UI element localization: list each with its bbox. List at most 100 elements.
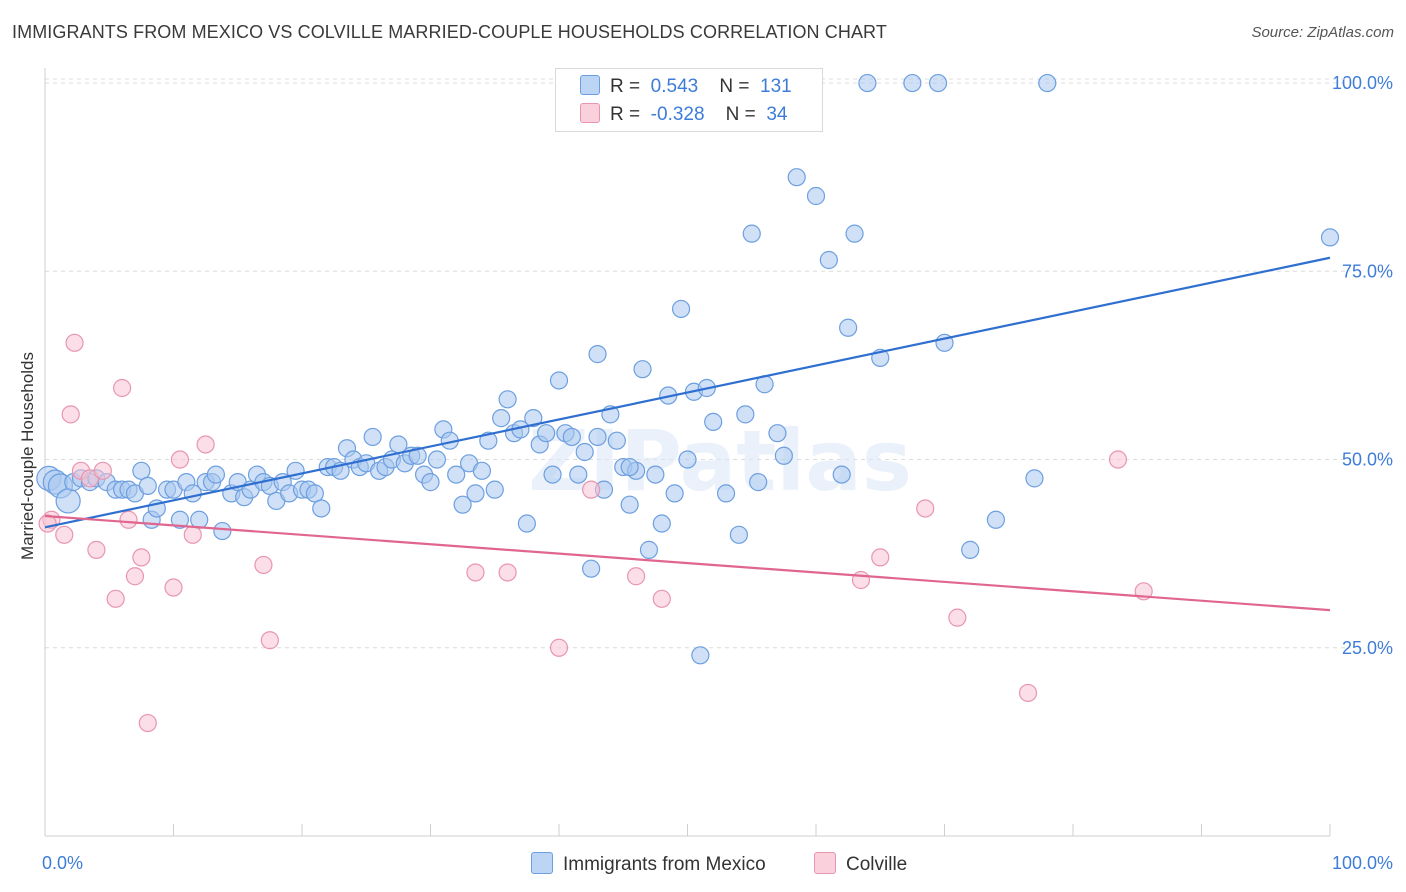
point-mexico (569, 465, 588, 484)
point-colville (466, 563, 485, 582)
point-mexico (562, 427, 581, 447)
legend-r-value: 0.543 (650, 76, 699, 97)
y-tick-label: 25.0% (1342, 638, 1393, 658)
point-colville (61, 405, 80, 424)
point-mexico (447, 465, 466, 484)
point-colville (948, 608, 967, 627)
point-mexico (742, 224, 761, 243)
point-mexico (543, 465, 562, 484)
x-tick-label-left: 0.0% (42, 853, 83, 873)
point-mexico (549, 371, 569, 390)
legend-row-mexico: R = 0.543 N = 131 (580, 75, 792, 98)
point-colville (132, 548, 151, 567)
point-mexico (639, 540, 659, 559)
point-mexico (633, 360, 652, 379)
point-mexico (729, 525, 749, 544)
point-mexico (466, 484, 485, 503)
point-colville (93, 461, 112, 480)
point-mexico (213, 521, 232, 541)
point-mexico (1038, 73, 1057, 93)
point-mexico (652, 514, 671, 533)
point-mexico (607, 431, 626, 450)
bottom-legend-mexico: Immigrants from Mexico (531, 852, 766, 876)
point-mexico (961, 540, 980, 559)
point-mexico (646, 465, 665, 484)
point-mexico (138, 476, 157, 495)
point-mexico (749, 473, 768, 492)
legend-n-value: 131 (760, 76, 792, 97)
point-mexico (1025, 469, 1044, 488)
bottom-legend-label-colville: Colville (846, 854, 908, 875)
point-mexico (671, 299, 691, 319)
chart-title: IMMIGRANTS FROM MEXICO VS COLVILLE MARRI… (12, 22, 887, 42)
point-mexico (479, 431, 498, 450)
point-mexico (537, 424, 556, 443)
point-colville (254, 555, 273, 575)
point-mexico (774, 446, 793, 465)
point-mexico (575, 442, 594, 462)
point-mexico (498, 390, 517, 409)
point-mexico (363, 427, 382, 447)
point-mexico (787, 168, 806, 187)
legend-r-label: R = (610, 76, 641, 97)
point-mexico (582, 559, 601, 578)
point-colville (196, 435, 215, 454)
point-colville (260, 631, 279, 650)
point-mexico (1320, 228, 1340, 247)
bottom-legend-swatch-colville (814, 852, 836, 874)
point-colville (871, 548, 890, 567)
point-colville (652, 589, 671, 608)
point-mexico (485, 480, 504, 499)
legend-n-label: N = (725, 104, 756, 125)
point-colville (549, 638, 569, 657)
point-mexico (903, 73, 922, 93)
point-colville (119, 510, 138, 529)
point-mexico (472, 461, 491, 480)
point-mexico (665, 484, 684, 503)
point-colville (138, 713, 157, 733)
point-mexico (678, 450, 697, 469)
legend-row-colville: R = -0.328 N = 34 (580, 103, 787, 126)
x-tick-label-right: 100.0% (1332, 853, 1393, 873)
point-colville (65, 333, 84, 352)
correlation-legend: R = 0.543 N = 131 R = -0.328 N = 34 (555, 68, 823, 132)
trend-line-colville (44, 514, 1331, 612)
point-mexico (421, 473, 440, 492)
point-mexico (704, 412, 723, 431)
point-mexico (806, 186, 826, 206)
point-mexico (588, 345, 607, 364)
point-mexico (170, 510, 190, 529)
point-colville (1108, 450, 1128, 469)
bottom-legend-label-mexico: Immigrants from Mexico (563, 854, 766, 875)
point-mexico (55, 488, 81, 514)
legend-swatch-mexico (580, 75, 600, 95)
point-colville (183, 525, 202, 544)
trend-line-mexico (44, 256, 1331, 529)
legend-r-value: -0.328 (650, 104, 705, 125)
point-colville (164, 578, 183, 597)
point-mexico (928, 73, 948, 93)
point-mexico (453, 495, 472, 514)
point-mexico (845, 224, 864, 243)
point-mexico (517, 514, 536, 533)
point-colville (582, 480, 601, 499)
point-colville (55, 525, 74, 544)
point-mexico (408, 446, 427, 465)
legend-r-label: R = (610, 104, 641, 125)
legend-n-value: 34 (766, 104, 788, 125)
point-mexico (190, 510, 209, 529)
point-colville (1018, 683, 1038, 703)
y-tick-label: 100.0% (1332, 73, 1393, 93)
point-mexico (620, 457, 639, 477)
point-mexico (736, 405, 755, 424)
point-mexico (716, 484, 736, 503)
point-mexico (524, 409, 543, 428)
point-mexico (588, 427, 607, 447)
point-colville (106, 589, 125, 608)
point-mexico (986, 510, 1006, 529)
point-colville (851, 570, 871, 590)
point-mexico (832, 465, 851, 484)
bottom-legend-colville: Colville (814, 852, 907, 876)
point-colville (626, 567, 646, 586)
point-colville (38, 514, 57, 533)
